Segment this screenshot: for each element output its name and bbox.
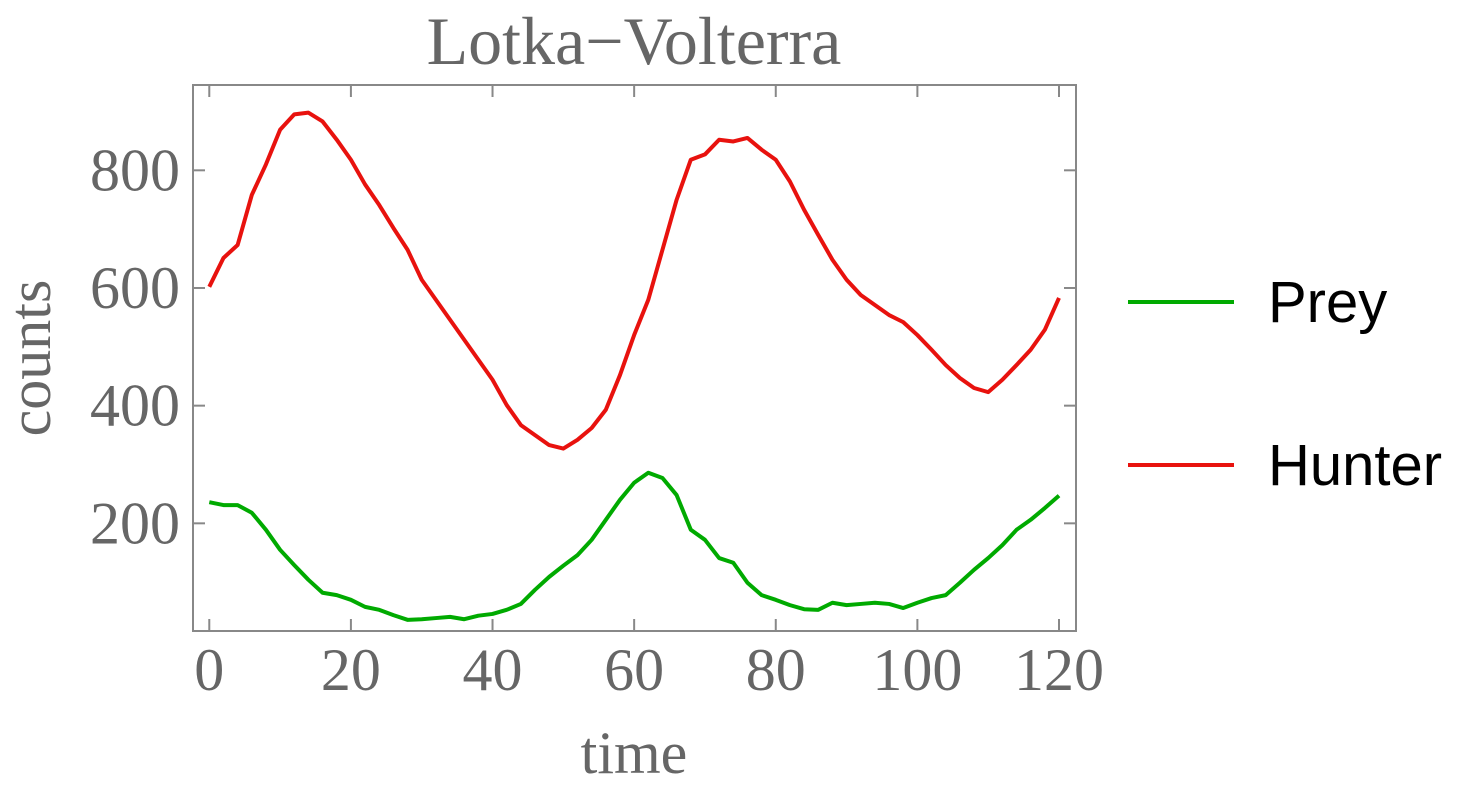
- y-tick-label: 200: [90, 490, 180, 556]
- x-tick-label: 80: [746, 637, 806, 703]
- chart-title: Lotka−Volterra: [427, 3, 842, 79]
- y-axis-label: counts: [0, 280, 63, 437]
- y-tick-label: 400: [90, 373, 180, 439]
- series-line: [207, 110, 1061, 451]
- x-tick-label: 40: [463, 637, 523, 703]
- x-tick-label: 120: [1014, 637, 1104, 703]
- x-tick-label: 100: [872, 637, 962, 703]
- series-line: [208, 470, 1061, 622]
- y-tick-label: 600: [90, 255, 180, 321]
- plot-frame: [192, 84, 1077, 632]
- legend-label: Prey: [1268, 270, 1387, 335]
- y-tick-label: 800: [90, 137, 180, 203]
- x-axis-label: time: [581, 720, 688, 786]
- x-tick-label: 0: [194, 637, 224, 703]
- x-tick-label: 20: [321, 637, 381, 703]
- x-tick-label: 60: [604, 637, 664, 703]
- legend-label: Hunter: [1268, 433, 1442, 498]
